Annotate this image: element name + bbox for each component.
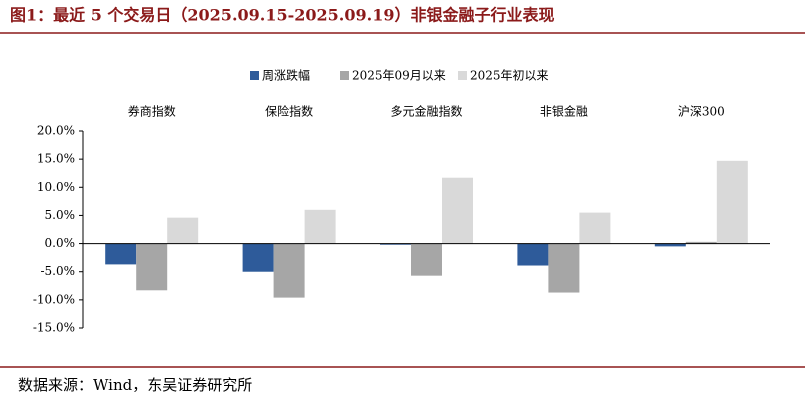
bar — [442, 177, 473, 244]
bar — [136, 243, 168, 291]
legend-label: 2025年09月以来 — [352, 69, 446, 83]
bar — [380, 243, 411, 245]
bar — [548, 243, 580, 293]
y-tick-label: 5.0% — [45, 208, 76, 222]
legend-swatch — [458, 71, 467, 80]
category-label: 沪深300 — [678, 105, 725, 119]
chart-title: 图1：最近 5 个交易日（2025.09.15-2025.09.19）非银金融子… — [10, 6, 554, 25]
y-tick-label: 10.0% — [37, 180, 75, 194]
bar — [304, 209, 336, 244]
y-tick-label: 15.0% — [37, 152, 75, 166]
bar — [242, 243, 274, 272]
legend-label: 周涨跌幅 — [262, 68, 310, 83]
bar — [167, 217, 199, 244]
bar — [105, 243, 137, 265]
y-tick-label: -5.0% — [40, 264, 75, 278]
bar — [685, 241, 717, 244]
category-label: 非银金融 — [540, 104, 588, 119]
bar — [411, 243, 442, 276]
bar — [654, 243, 686, 247]
bar — [273, 243, 305, 298]
category-label: 保险指数 — [265, 104, 313, 119]
legend-swatch — [250, 71, 259, 80]
y-tick-label: 20.0% — [37, 124, 75, 138]
legend-swatch — [340, 71, 349, 80]
bar — [579, 212, 611, 244]
bar — [517, 243, 549, 266]
y-tick-label: 0.0% — [45, 236, 76, 250]
category-label: 多元金融指数 — [390, 104, 462, 119]
bar — [716, 160, 748, 244]
y-tick-label: -10.0% — [33, 292, 75, 306]
category-label: 券商指数 — [128, 104, 176, 119]
legend-label: 2025年初以来 — [470, 69, 549, 83]
source: 数据来源：Wind，东吴证券研究所 — [18, 376, 252, 394]
y-tick-label: -15.0% — [33, 321, 75, 335]
